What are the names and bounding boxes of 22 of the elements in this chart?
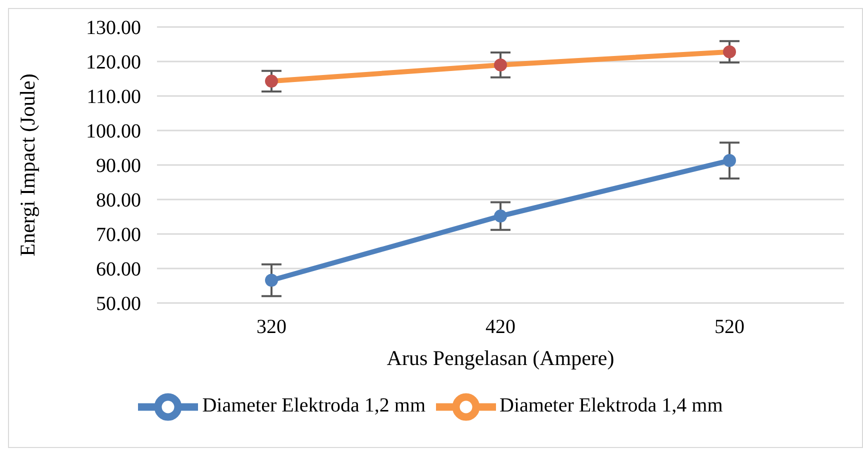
- y-tick-label: 110.00: [86, 86, 141, 108]
- y-tick-label: 90.00: [96, 155, 141, 178]
- y-tick-label: 80.00: [96, 190, 141, 212]
- x-tick-label: 420: [486, 316, 516, 338]
- legend-label: Diameter Elektroda 1,4 mm: [500, 394, 723, 417]
- y-tick-label: 120.00: [86, 52, 141, 74]
- point: [723, 45, 736, 58]
- point: [723, 154, 736, 168]
- y-tick-label: 130.00: [86, 17, 141, 40]
- x-tick-label: 520: [714, 316, 744, 338]
- y-tick-label: 100.00: [86, 120, 141, 143]
- point: [494, 58, 507, 72]
- y-tick-label: 50.00: [96, 293, 141, 316]
- x-axis-title: Arus Pengelasan (Ampere): [386, 346, 614, 370]
- x-tick-label: 320: [256, 316, 286, 338]
- point: [265, 274, 278, 287]
- y-tick-label: 70.00: [96, 224, 141, 246]
- y-axis-title: Energi Impact (Joule): [15, 74, 40, 256]
- y-tick-label: 60.00: [96, 258, 141, 281]
- point: [494, 210, 507, 223]
- legend-label: Diameter Elektroda 1,2 mm: [202, 394, 426, 417]
- point: [265, 74, 278, 88]
